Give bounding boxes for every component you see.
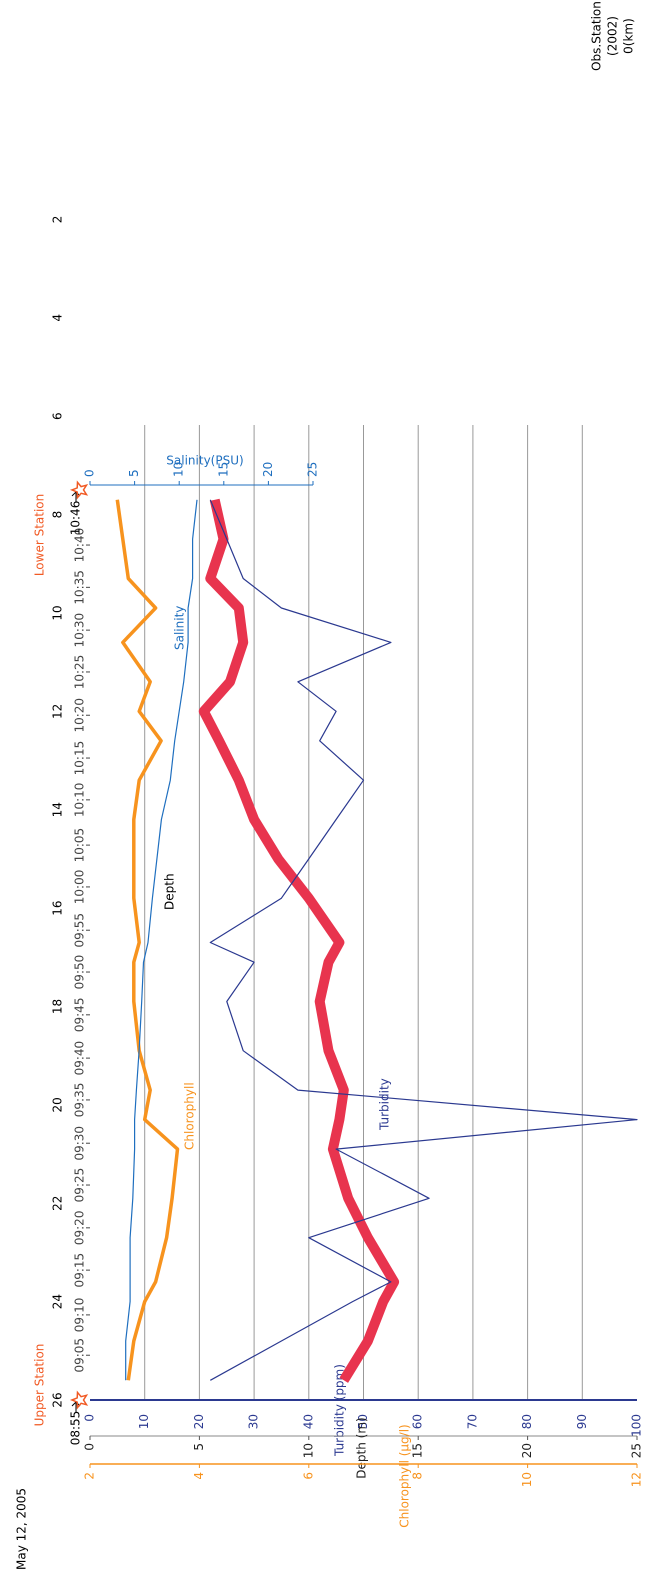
km-tick-label: 12 [51, 704, 65, 719]
salinity-tick-label: 5 [127, 469, 141, 477]
time-tick-label: 09:15 [73, 1253, 87, 1288]
series-annotation: Salinity [173, 606, 187, 650]
salinity-tick-label: 25 [306, 462, 320, 477]
chlorophyll-tick-label: 2 [83, 1472, 97, 1480]
time-tick-label: 09:10 [73, 1298, 87, 1333]
depth-tick-label: 10 [301, 1443, 315, 1458]
salinity-tick-label: 0 [83, 469, 97, 477]
time-tick-label: 10:30 [73, 613, 87, 648]
turbidity-tick-label: 40 [301, 1414, 315, 1429]
turbidity-tick-label: 80 [520, 1414, 534, 1429]
chlorophyll-tick-label: 4 [192, 1472, 206, 1480]
km-tick-label: 18 [51, 999, 65, 1014]
time-tick-label: 10:15 [73, 741, 87, 776]
turbidity-tick-label: 100 [630, 1414, 644, 1437]
chlorophyll-line [117, 500, 177, 1381]
station-label: Lower Station [33, 494, 47, 576]
time-tick-label: 10:00 [73, 870, 87, 905]
km-tick-label: 4 [51, 314, 65, 322]
series-annotation: Turbidity [378, 1078, 392, 1131]
km-tick-label: 26 [51, 1392, 65, 1407]
km-tick-label: 8 [51, 511, 65, 519]
time-tick-label: 10:20 [73, 698, 87, 733]
series-annotation: Depth [163, 873, 177, 910]
station-time: 10:46 [69, 501, 83, 536]
turbidity-tick-label: 90 [575, 1414, 589, 1429]
km-tick-label: 20 [51, 1097, 65, 1112]
km-tick-label: 14 [51, 802, 65, 817]
depth-tick-label: 25 [630, 1443, 644, 1458]
km-tick-label: 24 [51, 1294, 65, 1309]
turbidity-tick-label: 10 [137, 1414, 151, 1429]
time-tick-label: 09:30 [73, 1126, 87, 1161]
chlorophyll-tick-label: 10 [520, 1472, 534, 1487]
time-tick-label: 09:50 [73, 955, 87, 990]
time-tick-label: 09:55 [73, 913, 87, 948]
station-star [72, 482, 87, 497]
turbidity-tick-label: 60 [411, 1414, 425, 1429]
salinity-tick-label: 20 [261, 462, 275, 477]
km-axis-label: (2002) [606, 16, 620, 56]
time-tick-label: 09:20 [73, 1211, 87, 1246]
turbidity-tick-label: 20 [192, 1414, 206, 1429]
km-tick-label: 10 [51, 605, 65, 620]
title: May 12, 2005 [15, 1488, 29, 1570]
time-tick-label: 09:35 [73, 1083, 87, 1118]
turbidity-tick-label: 70 [465, 1414, 479, 1429]
depth-axis-label: Depth (m) [355, 1417, 369, 1478]
depth-tick-label: 15 [411, 1443, 425, 1458]
depth-tick-label: 5 [192, 1443, 206, 1451]
time-tick-label: 10:25 [73, 655, 87, 690]
chlorophyll-tick-label: 12 [630, 1472, 644, 1487]
time-tick-label: 10:05 [73, 828, 87, 863]
depth-tick-label: 20 [520, 1443, 534, 1458]
km-tick-label: 6 [51, 412, 65, 420]
time-tick-label: 09:40 [73, 1041, 87, 1076]
time-tick-label: 09:45 [73, 998, 87, 1033]
km-tick-label: 22 [51, 1196, 65, 1211]
turbidity-line [210, 500, 637, 1381]
depth-tick-label: 0 [83, 1443, 97, 1451]
km-axis-label: Obs.Station [590, 1, 604, 71]
chlorophyll-axis-label: Chlorophyll (μg/l) [398, 1424, 412, 1527]
turbidity-tick-label: 0 [83, 1414, 97, 1422]
time-tick-label: 09:25 [73, 1168, 87, 1203]
station-label: Upper Station [33, 1344, 47, 1427]
turbidity-tick-label: 30 [247, 1414, 261, 1429]
time-tick-label: 10:10 [73, 783, 87, 818]
chart: May 12, 20050102030405060708090100Turbid… [0, 0, 647, 1576]
km-tick-label: 2 [51, 216, 65, 224]
km-axis-label: 0(km) [622, 18, 636, 54]
time-tick-label: 09:05 [73, 1338, 87, 1373]
km-tick-label: 16 [51, 900, 65, 915]
time-tick-label: 10:35 [73, 570, 87, 605]
chlorophyll-tick-label: 6 [301, 1472, 315, 1480]
salinity-axis-label: Salinity(PSU) [166, 454, 243, 468]
station-star [72, 1392, 87, 1407]
series-annotation: Chlorophyll [183, 1082, 197, 1150]
station-time: 08:55 [69, 1411, 83, 1446]
chlorophyll-tick-label: 8 [411, 1472, 425, 1480]
depth-line [204, 500, 394, 1381]
